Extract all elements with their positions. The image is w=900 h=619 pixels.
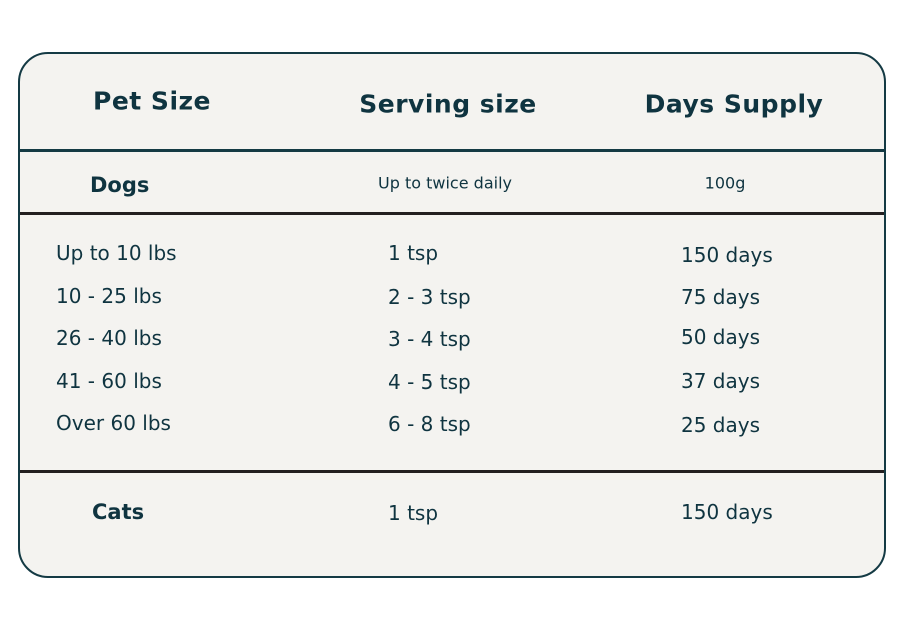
row-size: 41 - 60 lbs: [56, 369, 162, 393]
cats-serving: 1 tsp: [388, 501, 439, 525]
row-days: 25 days: [681, 413, 761, 437]
header-serving-size: Serving size: [359, 89, 537, 119]
row-serving: 6 - 8 tsp: [388, 412, 471, 436]
row-days: 150 days: [681, 243, 773, 267]
cats-days: 150 days: [681, 500, 773, 524]
row-size: Up to 10 lbs: [56, 241, 177, 265]
feeding-table: Pet Size Serving size Days Supply Dogs U…: [18, 52, 886, 578]
row-serving: 1 tsp: [388, 241, 439, 265]
cats-divider: [20, 470, 884, 473]
row-days: 50 days: [681, 325, 761, 349]
dogs-serving: Up to twice daily: [378, 173, 512, 193]
row-serving: 3 - 4 tsp: [388, 327, 471, 351]
dogs-divider: [20, 212, 884, 215]
row-size: 26 - 40 lbs: [56, 326, 162, 350]
header-days-supply: Days Supply: [644, 89, 824, 119]
header-divider: [20, 149, 884, 152]
row-size: Over 60 lbs: [56, 411, 171, 435]
dogs-label: Dogs: [90, 173, 150, 197]
cats-label: Cats: [92, 500, 145, 524]
header-pet-size: Pet Size: [93, 86, 212, 116]
row-days: 37 days: [681, 369, 761, 393]
row-serving: 2 - 3 tsp: [388, 285, 471, 309]
row-size: 10 - 25 lbs: [56, 284, 162, 308]
row-serving: 4 - 5 tsp: [388, 370, 471, 394]
row-days: 75 days: [681, 285, 761, 309]
dogs-supply: 100g: [704, 173, 746, 193]
